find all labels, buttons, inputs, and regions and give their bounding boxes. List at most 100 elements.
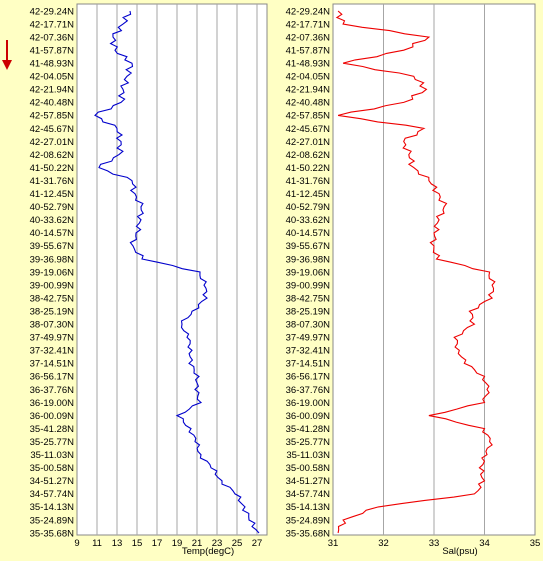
salinity-y-tick-label: 38-42.75N xyxy=(286,293,331,304)
temperature-y-tick-label: 37-49.97N xyxy=(30,333,75,344)
temperature-x-tick-label: 15 xyxy=(132,538,143,549)
salinity-y-tick-label: 41-57.87N xyxy=(286,45,331,56)
temperature-y-tick-label: 35-24.89N xyxy=(30,515,75,526)
temperature-y-tick-label: 38-07.30N xyxy=(30,320,75,331)
temperature-x-axis: 9 11 13 15 17 19 21 23 25 27 xyxy=(74,538,262,549)
salinity-y-tick-label: 42-29.24N xyxy=(286,6,331,17)
salinity-x-tick-label: 32 xyxy=(378,538,389,549)
salinity-chart: 42-29.24N 42-17.71N 42-07.36N 41-57.87N 41-4… xyxy=(286,3,541,557)
salinity-gridlines xyxy=(383,4,485,535)
temperature-y-tick-label: 35-14.13N xyxy=(30,502,75,513)
temperature-y-tick-label: 42-04.05N xyxy=(30,72,75,83)
temperature-y-tick-label: 41-50.22N xyxy=(30,163,75,174)
salinity-y-tick-label: 37-32.41N xyxy=(286,346,331,357)
temperature-y-tick-label: 34-57.74N xyxy=(30,489,75,500)
salinity-y-tick-label: 41-12.45N xyxy=(286,189,331,200)
temperature-x-tick-label: 17 xyxy=(152,538,163,549)
temperature-y-tick-label: 41-31.76N xyxy=(30,176,75,187)
temperature-x-tick-label: 19 xyxy=(172,538,183,549)
salinity-y-tick-label: 42-08.62N xyxy=(286,150,331,161)
salinity-y-tick-label: 42-17.71N xyxy=(286,19,331,30)
temperature-y-tick-label: 42-07.36N xyxy=(30,32,75,43)
salinity-y-tick-label: 36-19.00N xyxy=(286,398,331,409)
temperature-y-tick-label: 40-52.79N xyxy=(30,202,75,213)
temperature-y-tick-label: 42-27.01N xyxy=(30,137,75,148)
temperature-x-tick-label: 13 xyxy=(112,538,123,549)
salinity-y-tick-label: 41-50.22N xyxy=(286,163,331,174)
temperature-y-tick-label: 37-14.51N xyxy=(30,359,75,370)
salinity-y-tick-label: 42-04.05N xyxy=(286,72,331,83)
temperature-y-tick-label: 42-57.85N xyxy=(30,111,75,122)
salinity-x-tick-label: 31 xyxy=(328,538,339,549)
temperature-x-tick-label: 27 xyxy=(252,538,263,549)
temperature-y-tick-label: 34-51.27N xyxy=(30,476,75,487)
temperature-y-tick-label: 35-11.03N xyxy=(30,450,74,461)
salinity-y-tick-label: 40-52.79N xyxy=(286,202,331,213)
temperature-y-tick-label: 36-37.76N xyxy=(30,385,75,396)
salinity-y-tick-label: 40-14.57N xyxy=(286,228,331,239)
salinity-y-tick-label: 38-25.19N xyxy=(286,306,331,317)
salinity-y-tick-label: 42-45.67N xyxy=(286,124,331,135)
salinity-x-tick-label: 33 xyxy=(429,538,440,549)
salinity-y-tick-label: 42-40.48N xyxy=(286,98,331,109)
temperature-y-tick-label: 42-08.62N xyxy=(30,150,75,161)
salinity-y-tick-label: 39-00.99N xyxy=(286,280,331,291)
temperature-y-tick-label: 42-29.24N xyxy=(30,6,75,17)
temperature-x-tick-label: 23 xyxy=(212,538,223,549)
salinity-y-tick-label: 34-51.27N xyxy=(286,476,331,487)
temperature-x-axis-label: Temp(degC) xyxy=(182,546,234,557)
temperature-y-tick-label: 36-00.09N xyxy=(30,411,75,422)
temperature-y-tick-label: 36-19.00N xyxy=(30,398,75,409)
salinity-y-tick-label: 39-36.98N xyxy=(286,254,331,265)
salinity-x-tick-label: 35 xyxy=(530,538,541,549)
temperature-x-tick-label: 9 xyxy=(74,538,79,549)
temperature-y-tick-label: 42-17.71N xyxy=(30,19,75,30)
salinity-y-tick-label: 35-35.68N xyxy=(286,528,331,539)
temperature-y-tick-label: 42-40.48N xyxy=(30,98,75,109)
temperature-y-axis: 42-29.24N 42-17.71N 42-07.36N 41-57.87N 41-4… xyxy=(30,6,75,539)
salinity-y-tick-label: 41-31.76N xyxy=(286,176,331,187)
salinity-y-tick-label: 40-33.62N xyxy=(286,215,331,226)
salinity-y-tick-label: 39-55.67N xyxy=(286,241,331,252)
salinity-y-tick-label: 37-14.51N xyxy=(286,359,331,370)
salinity-y-tick-label: 34-57.74N xyxy=(286,489,331,500)
temperature-y-tick-label: 37-32.41N xyxy=(30,346,75,357)
salinity-y-tick-label: 36-56.17N xyxy=(286,372,331,383)
temperature-plot-area xyxy=(76,3,268,536)
temperature-x-tick-label: 11 xyxy=(92,538,102,549)
salinity-y-tick-label: 38-07.30N xyxy=(286,320,331,331)
salinity-y-tick-label: 35-14.13N xyxy=(286,502,331,513)
salinity-x-axis: 31 32 33 34 35 xyxy=(328,538,541,549)
temperature-y-tick-label: 39-00.99N xyxy=(30,280,75,291)
salinity-x-tick-label: 34 xyxy=(479,538,490,549)
temperature-x-tick-label: 25 xyxy=(232,538,243,549)
temperature-gridlines xyxy=(96,4,258,535)
temperature-y-tick-label: 40-33.62N xyxy=(30,215,75,226)
temperature-y-tick-label: 42-21.94N xyxy=(30,85,75,96)
temperature-x-tick-label: 21 xyxy=(192,538,203,549)
temperature-y-tick-label: 36-56.17N xyxy=(30,372,75,383)
salinity-y-tick-label: 35-11.03N xyxy=(286,450,330,461)
temperature-y-tick-label: 40-14.57N xyxy=(30,228,75,239)
salinity-y-tick-label: 35-00.58N xyxy=(286,463,331,474)
temperature-y-tick-label: 41-48.93N xyxy=(30,59,75,70)
temperature-chart: 42-29.24N 42-17.71N 42-07.36N 41-57.87N 41-4… xyxy=(30,3,268,557)
temperature-y-tick-label: 35-00.58N xyxy=(30,463,75,474)
temperature-y-tick-label: 39-19.06N xyxy=(30,267,75,278)
temperature-y-tick-label: 39-55.67N xyxy=(30,241,75,252)
temperature-y-tick-label: 38-42.75N xyxy=(30,293,75,304)
salinity-y-tick-label: 35-41.28N xyxy=(286,424,331,435)
temperature-y-tick-label: 41-57.87N xyxy=(30,45,75,56)
salinity-y-tick-label: 42-07.36N xyxy=(286,32,331,43)
salinity-y-tick-label: 42-21.94N xyxy=(286,85,331,96)
salinity-x-axis-label: Sal(psu) xyxy=(442,546,477,557)
temperature-y-tick-label: 35-35.68N xyxy=(30,528,75,539)
temperature-y-tick-label: 41-12.45N xyxy=(30,189,75,200)
temperature-y-tick-label: 35-25.77N xyxy=(30,437,75,448)
salinity-y-tick-label: 39-19.06N xyxy=(286,267,331,278)
salinity-y-tick-label: 37-49.97N xyxy=(286,333,331,344)
salinity-y-tick-label: 42-57.85N xyxy=(286,111,331,122)
temperature-y-tick-label: 42-45.67N xyxy=(30,124,75,135)
salinity-y-tick-label: 35-25.77N xyxy=(286,437,331,448)
